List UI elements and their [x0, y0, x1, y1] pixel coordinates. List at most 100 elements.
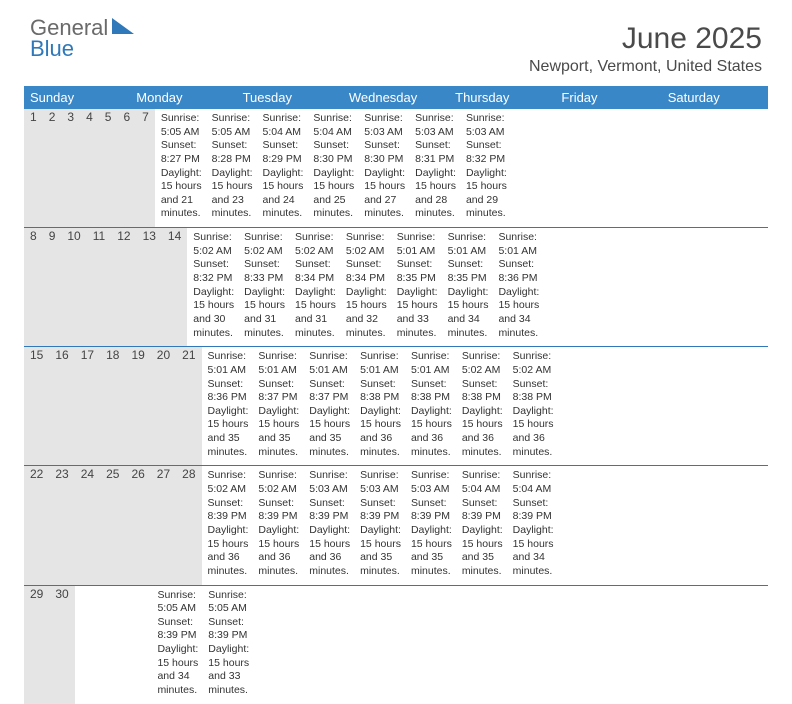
day-number: 21	[176, 347, 201, 465]
sunset-text: Sunset: 8:37 PM	[258, 378, 299, 405]
day-number: 30	[49, 586, 74, 704]
day-cell: Sunrise: 5:05 AMSunset: 8:28 PMDaylight:…	[206, 109, 257, 227]
day-body-row: Sunrise: 5:05 AMSunset: 8:27 PMDaylight:…	[155, 109, 511, 227]
daylight-text: Daylight: 15 hours and 31 minutes.	[244, 286, 285, 341]
sunrise-text: Sunrise: 5:01 AM	[208, 350, 249, 377]
day-number: 25	[100, 466, 125, 584]
daylight-text: Daylight: 15 hours and 36 minutes.	[258, 524, 299, 579]
day-number	[105, 586, 120, 704]
day-number-row: 2930	[24, 586, 151, 704]
weekday-header: Thursday	[449, 86, 555, 109]
day-number-row: 891011121314	[24, 228, 187, 346]
day-body-row: Sunrise: 5:02 AMSunset: 8:39 PMDaylight:…	[202, 466, 558, 584]
sunrise-text: Sunrise: 5:02 AM	[462, 350, 503, 377]
sunset-text: Sunset: 8:33 PM	[244, 258, 285, 285]
sunset-text: Sunset: 8:39 PM	[208, 616, 249, 643]
daylight-text: Daylight: 15 hours and 34 minutes.	[513, 524, 554, 579]
day-number: 2	[43, 109, 62, 227]
daylight-text: Daylight: 15 hours and 32 minutes.	[346, 286, 387, 341]
sunset-text: Sunset: 8:37 PM	[309, 378, 350, 405]
daylight-text: Daylight: 15 hours and 23 minutes.	[212, 167, 253, 222]
day-cell: Sunrise: 5:01 AMSunset: 8:38 PMDaylight:…	[354, 347, 405, 465]
daylight-text: Daylight: 15 hours and 35 minutes.	[309, 405, 350, 460]
day-number: 17	[75, 347, 100, 465]
daylight-text: Daylight: 15 hours and 33 minutes.	[208, 643, 249, 698]
day-cell: Sunrise: 5:04 AMSunset: 8:39 PMDaylight:…	[456, 466, 507, 584]
daylight-text: Daylight: 15 hours and 24 minutes.	[263, 167, 304, 222]
day-cell: Sunrise: 5:03 AMSunset: 8:30 PMDaylight:…	[358, 109, 409, 227]
sunrise-text: Sunrise: 5:01 AM	[448, 231, 489, 258]
sunset-text: Sunset: 8:27 PM	[161, 139, 202, 166]
sunset-text: Sunset: 8:38 PM	[360, 378, 401, 405]
day-number: 27	[151, 466, 176, 584]
daylight-text: Daylight: 15 hours and 35 minutes.	[258, 405, 299, 460]
sunrise-text: Sunrise: 5:04 AM	[313, 112, 354, 139]
day-number: 15	[24, 347, 49, 465]
sunrise-text: Sunrise: 5:02 AM	[258, 469, 299, 496]
day-number: 22	[24, 466, 49, 584]
day-cell: Sunrise: 5:01 AMSunset: 8:37 PMDaylight:…	[303, 347, 354, 465]
day-number: 18	[100, 347, 125, 465]
sunrise-text: Sunrise: 5:02 AM	[208, 469, 249, 496]
sunset-text: Sunset: 8:38 PM	[513, 378, 554, 405]
weekday-header: Monday	[130, 86, 236, 109]
sunset-text: Sunset: 8:36 PM	[208, 378, 249, 405]
sunrise-text: Sunrise: 5:03 AM	[415, 112, 456, 139]
sunset-text: Sunset: 8:36 PM	[498, 258, 539, 285]
week-row: 891011121314Sunrise: 5:02 AMSunset: 8:32…	[24, 228, 768, 347]
sunset-text: Sunset: 8:39 PM	[360, 497, 401, 524]
daylight-text: Daylight: 15 hours and 31 minutes.	[295, 286, 336, 341]
sunrise-text: Sunrise: 5:01 AM	[498, 231, 539, 258]
day-cell: Sunrise: 5:01 AMSunset: 8:36 PMDaylight:…	[492, 228, 543, 346]
sunset-text: Sunset: 8:39 PM	[208, 497, 249, 524]
day-number: 3	[61, 109, 80, 227]
sunrise-text: Sunrise: 5:02 AM	[513, 350, 554, 377]
day-number-row: 22232425262728	[24, 466, 202, 584]
day-number: 14	[162, 228, 187, 346]
daylight-text: Daylight: 15 hours and 36 minutes.	[513, 405, 554, 460]
sunrise-text: Sunrise: 5:03 AM	[411, 469, 452, 496]
sunset-text: Sunset: 8:29 PM	[263, 139, 304, 166]
logo: General Blue	[30, 18, 134, 60]
sunset-text: Sunset: 8:35 PM	[448, 258, 489, 285]
day-number: 16	[49, 347, 74, 465]
week-row: 22232425262728Sunrise: 5:02 AMSunset: 8:…	[24, 466, 768, 585]
sunset-text: Sunset: 8:39 PM	[309, 497, 350, 524]
daylight-text: Daylight: 15 hours and 27 minutes.	[364, 167, 405, 222]
day-number: 10	[61, 228, 86, 346]
sunset-text: Sunset: 8:34 PM	[295, 258, 336, 285]
sunrise-text: Sunrise: 5:05 AM	[212, 112, 253, 139]
day-number	[90, 586, 105, 704]
day-number	[121, 586, 136, 704]
day-cell: Sunrise: 5:05 AMSunset: 8:39 PMDaylight:…	[151, 586, 202, 704]
sunrise-text: Sunrise: 5:04 AM	[263, 112, 304, 139]
day-number: 8	[24, 228, 43, 346]
sunrise-text: Sunrise: 5:01 AM	[360, 350, 401, 377]
week-row: 2930 Sunrise: 5:05 AMSunset: 8:39 PMDayl…	[24, 586, 768, 704]
day-number: 5	[99, 109, 118, 227]
daylight-text: Daylight: 15 hours and 34 minutes.	[448, 286, 489, 341]
daylight-text: Daylight: 15 hours and 34 minutes.	[498, 286, 539, 341]
day-cell: Sunrise: 5:02 AMSunset: 8:39 PMDaylight:…	[252, 466, 303, 584]
sunrise-text: Sunrise: 5:02 AM	[346, 231, 387, 258]
day-cell: Sunrise: 5:05 AMSunset: 8:39 PMDaylight:…	[202, 586, 253, 704]
sunset-text: Sunset: 8:35 PM	[397, 258, 438, 285]
week-row: 1234567Sunrise: 5:05 AMSunset: 8:27 PMDa…	[24, 109, 768, 228]
day-body-row: Sunrise: 5:05 AMSunset: 8:39 PMDaylight:…	[151, 586, 317, 704]
day-cell: Sunrise: 5:01 AMSunset: 8:36 PMDaylight:…	[202, 347, 253, 465]
day-number: 19	[125, 347, 150, 465]
day-body-row: Sunrise: 5:02 AMSunset: 8:32 PMDaylight:…	[187, 228, 543, 346]
day-cell: Sunrise: 5:02 AMSunset: 8:38 PMDaylight:…	[456, 347, 507, 465]
daylight-text: Daylight: 15 hours and 21 minutes.	[161, 167, 202, 222]
day-cell: Sunrise: 5:04 AMSunset: 8:29 PMDaylight:…	[257, 109, 308, 227]
day-cell: Sunrise: 5:03 AMSunset: 8:39 PMDaylight:…	[303, 466, 354, 584]
day-cell: Sunrise: 5:02 AMSunset: 8:34 PMDaylight:…	[289, 228, 340, 346]
day-cell: Sunrise: 5:05 AMSunset: 8:27 PMDaylight:…	[155, 109, 206, 227]
day-number	[136, 586, 151, 704]
sunrise-text: Sunrise: 5:03 AM	[360, 469, 401, 496]
day-number: 4	[80, 109, 99, 227]
day-number: 23	[49, 466, 74, 584]
sunrise-text: Sunrise: 5:04 AM	[462, 469, 503, 496]
sunrise-text: Sunrise: 5:01 AM	[411, 350, 452, 377]
sunset-text: Sunset: 8:39 PM	[258, 497, 299, 524]
